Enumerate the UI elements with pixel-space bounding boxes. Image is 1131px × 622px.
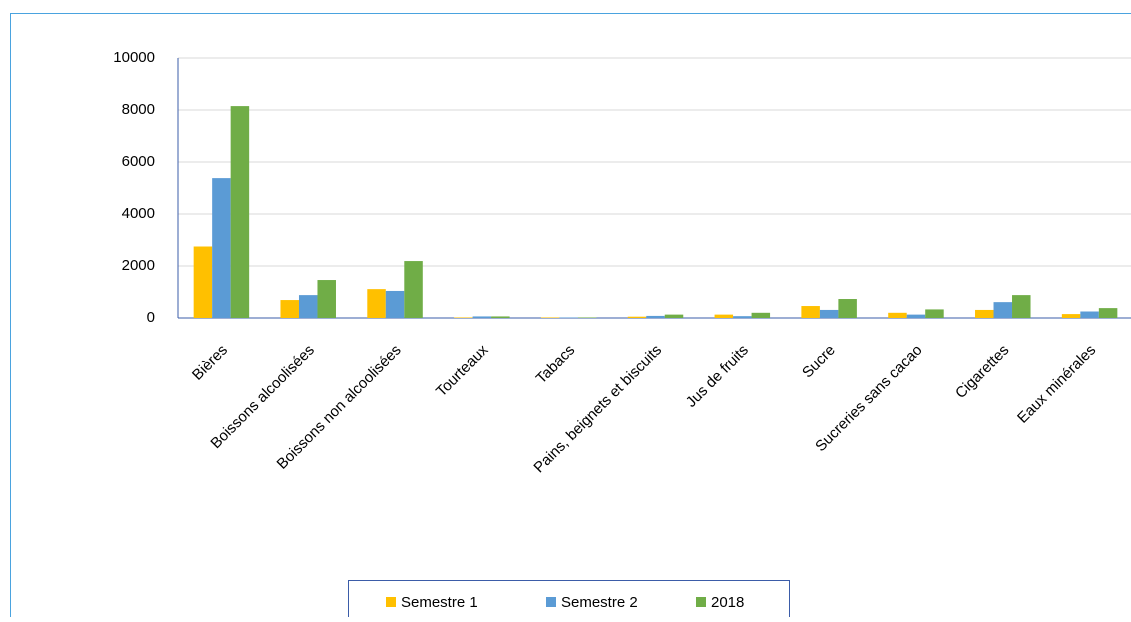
x-tick-label: Eaux minérales xyxy=(1014,342,1099,427)
bar xyxy=(317,280,336,318)
bar xyxy=(541,317,560,318)
bar xyxy=(646,316,665,318)
y-tick-label: 2000 xyxy=(122,257,155,274)
bar xyxy=(628,317,647,318)
bar xyxy=(994,302,1013,318)
bar xyxy=(454,317,473,318)
bar xyxy=(715,315,734,318)
y-tick-label: 10000 xyxy=(113,49,155,66)
bar xyxy=(1012,295,1031,318)
legend-label: Semestre 2 xyxy=(561,594,638,611)
bar xyxy=(925,309,944,318)
bar xyxy=(975,310,994,318)
bar xyxy=(752,313,771,318)
y-tick-label: 0 xyxy=(147,309,155,326)
bar xyxy=(1080,312,1099,319)
bar xyxy=(801,306,820,318)
bar xyxy=(367,289,386,318)
legend-swatch xyxy=(386,597,396,607)
bar xyxy=(888,313,907,318)
legend-swatch xyxy=(696,597,706,607)
x-tick-label: Bières xyxy=(189,342,231,384)
legend-swatch xyxy=(546,597,556,607)
x-tick-label: Tourteaux xyxy=(433,341,492,400)
y-tick-label: 6000 xyxy=(122,153,155,170)
x-tick-label: Cigarettes xyxy=(952,342,1012,402)
bar xyxy=(231,106,250,318)
bar xyxy=(194,247,213,319)
legend-label: 2018 xyxy=(711,594,744,611)
bar xyxy=(559,317,578,318)
bar xyxy=(1099,308,1118,318)
legend-label: Semestre 1 xyxy=(401,594,478,611)
bar xyxy=(578,317,597,318)
bar xyxy=(820,310,839,318)
y-tick-label: 8000 xyxy=(122,101,155,118)
bar xyxy=(665,315,684,318)
bar xyxy=(733,316,752,318)
bar xyxy=(491,316,510,318)
x-tick-label: Sucre xyxy=(799,342,839,382)
x-tick-label: Tabacs xyxy=(533,342,579,388)
bar xyxy=(386,291,405,318)
bar xyxy=(404,261,423,318)
bar xyxy=(299,295,318,318)
bar xyxy=(1062,314,1081,318)
x-tick-label: Jus de fruits xyxy=(683,342,752,411)
bar xyxy=(473,316,492,318)
bar xyxy=(838,299,857,318)
y-tick-label: 4000 xyxy=(122,205,155,222)
chart-border xyxy=(11,14,1131,618)
bar xyxy=(280,300,299,318)
bar xyxy=(907,315,926,318)
bar xyxy=(212,178,231,318)
